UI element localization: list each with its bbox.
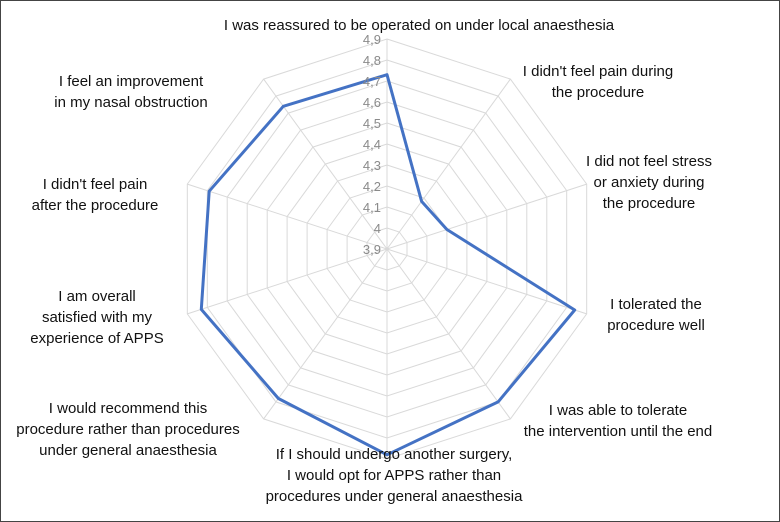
category-label-line: If I should undergo another surgery, (276, 446, 513, 463)
category-label-line: procedure rather than procedures (16, 421, 239, 438)
grid-layer (186, 38, 588, 460)
tick-label: 4,7 (363, 74, 381, 89)
category-label: I tolerated the procedure well (607, 296, 705, 334)
category-label-line: experience of APPS (30, 330, 163, 347)
category-label-line: I would recommend this (49, 400, 207, 417)
category-label-line: satisfied with my (42, 309, 153, 326)
category-label-line: under general anaesthesia (39, 442, 217, 459)
tick-label: 4 (374, 221, 381, 236)
series-line (199, 73, 577, 457)
category-label-line: I would opt for APPS rather than (287, 467, 501, 484)
category-label: I was reassured to be operated on under … (224, 17, 615, 34)
category-label: I didn't feel pain during the procedure (523, 63, 673, 101)
grid-spoke (187, 248, 388, 315)
grid-spoke (386, 78, 511, 250)
tick-label: 4,2 (363, 179, 381, 194)
category-label-line: procedures under general anaesthesia (266, 488, 524, 505)
tick-label: 4,9 (363, 32, 381, 47)
series-layer (199, 73, 577, 457)
category-label-line: I feel an improvement (59, 73, 204, 90)
grid-spoke (386, 248, 587, 315)
category-label: I am overall satisfied with my experience … (30, 288, 163, 347)
axis-label-layer: I was reassured to be operated on under … (16, 17, 712, 505)
category-label-line: after the procedure (32, 197, 159, 214)
tick-label: 4,6 (363, 95, 381, 110)
tick-label: 4,5 (363, 116, 381, 131)
category-label-line: I am overall (58, 288, 136, 305)
category-label-line: I didn't feel pain during (523, 63, 673, 80)
category-label-line: procedure well (607, 317, 705, 334)
category-label-line: the intervention until the end (524, 423, 712, 440)
category-label-line: the procedure (603, 195, 696, 212)
grid-spoke (263, 248, 388, 420)
category-label: If I should undergo another surgery, I wo… (266, 446, 524, 505)
category-label: I would recommend this procedure rather t… (16, 400, 239, 459)
category-label-line: the procedure (552, 84, 645, 101)
tick-label: 3,9 (363, 242, 381, 257)
category-label: I didn't feel pain after the procedure (32, 176, 159, 214)
tick-label-layer: 3,9 4 4,1 4,2 4,3 4,4 4,5 4,6 4,7 4,8 4,9 (363, 32, 381, 257)
category-label: I was able to tolerate the intervention u… (524, 402, 712, 440)
category-label-line: I tolerated the (610, 296, 702, 313)
tick-label: 4,1 (363, 200, 381, 215)
grid-spoke (386, 183, 587, 250)
grid-spoke (187, 183, 388, 250)
category-label: I feel an improvement in my nasal obstruc… (54, 73, 207, 111)
category-label: I did not feel stress or anxiety during th… (586, 153, 712, 212)
category-label-line: I didn't feel pain (43, 176, 148, 193)
category-label-line: in my nasal obstruction (54, 94, 207, 111)
category-label-line: I did not feel stress (586, 153, 712, 170)
category-label-line: I was able to tolerate (549, 402, 687, 419)
category-label-line: I was reassured to be operated on under … (224, 17, 615, 34)
tick-label: 4,3 (363, 158, 381, 173)
tick-label: 4,4 (363, 137, 381, 152)
tick-label: 4,8 (363, 53, 381, 68)
grid-spoke (386, 248, 511, 420)
category-label-line: or anxiety during (594, 174, 705, 191)
